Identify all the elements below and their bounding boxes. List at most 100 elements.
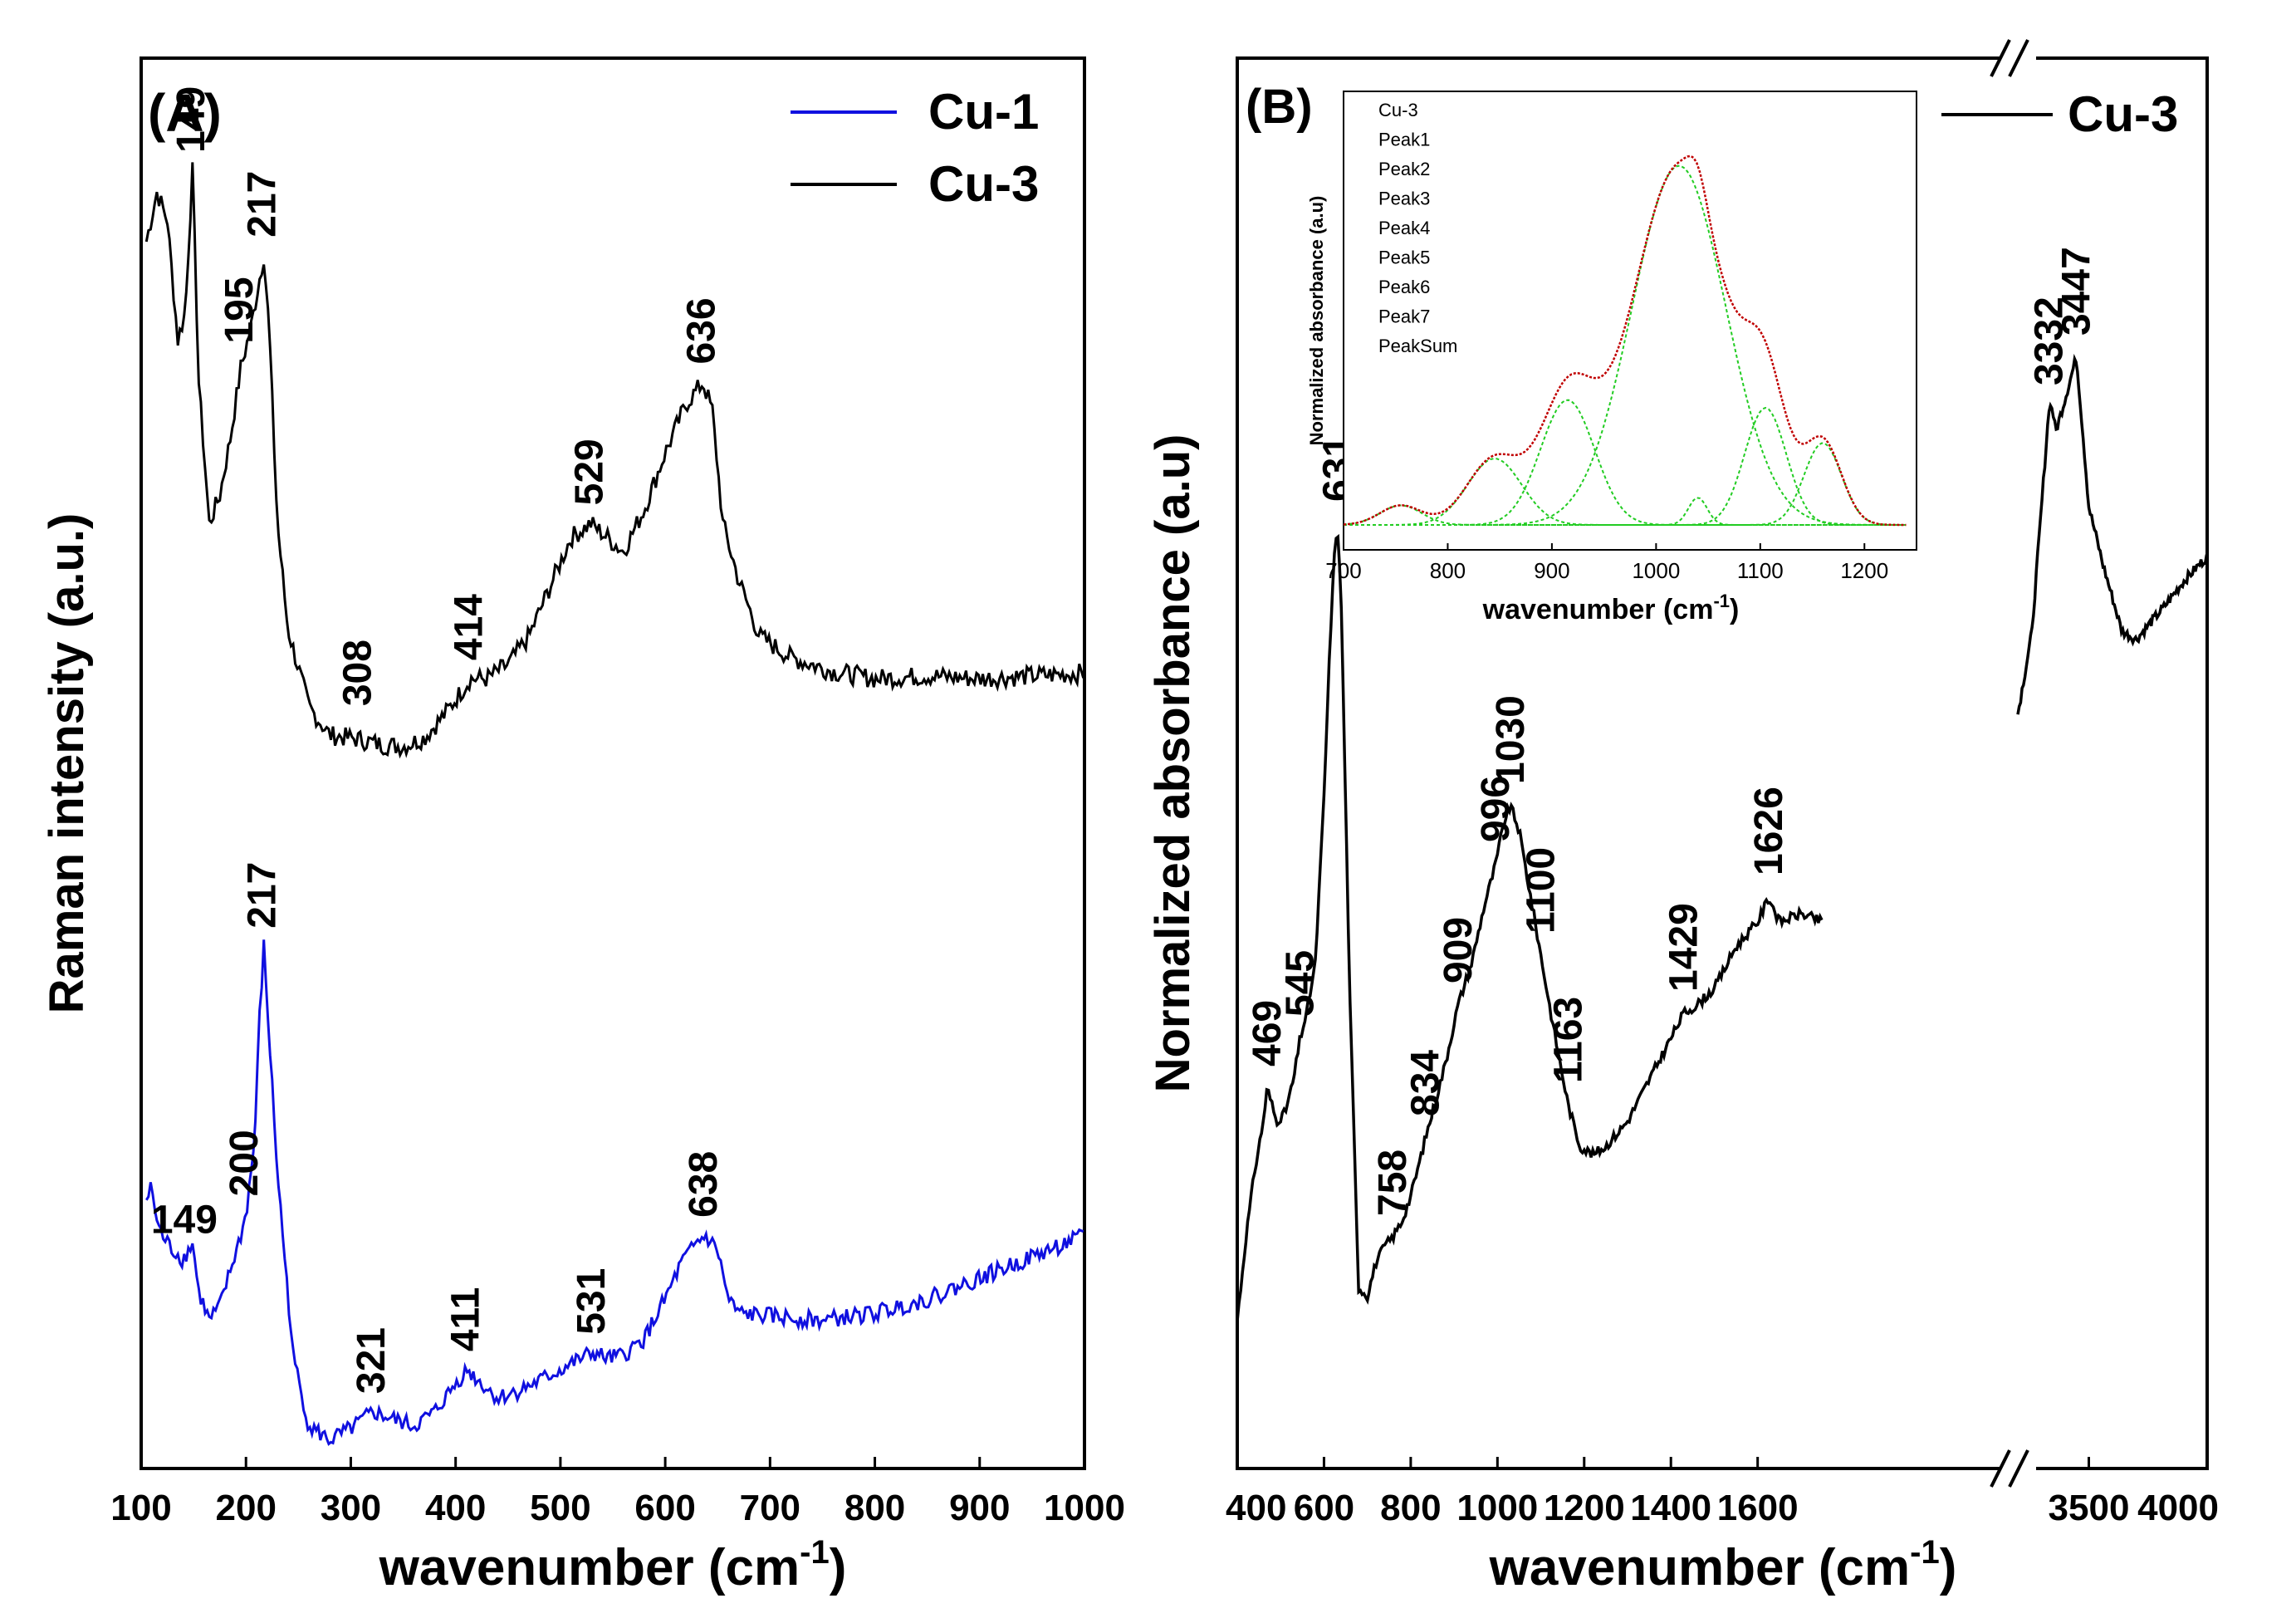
- inset: Cu-3 Peak1 Peak2 Peak3 Peak4 Peak5 Peak6 Peak7 P…: [1306, 91, 1917, 625]
- panel-a-x-axis-label-end: ): [830, 1539, 847, 1596]
- legend-label-b-cu3: Cu-3: [2068, 86, 2178, 142]
- x-tick-label-a-500: 500: [530, 1488, 590, 1528]
- axis-break-mark-bottom-1: [1990, 1449, 2011, 1488]
- x-tick-label-b-3500: 3500: [2049, 1488, 2130, 1528]
- inset-legend-item-4: Peak4: [1378, 218, 1430, 238]
- x-tick-label-b-1400: 1400: [1630, 1488, 1711, 1528]
- x-tick-label-b-1200: 1200: [1544, 1488, 1625, 1528]
- inset-legend-item-8: PeakSum: [1378, 336, 1457, 356]
- panel-a-legend: Cu-1 Cu-3: [791, 84, 1039, 212]
- peak-label-a-1: 195: [218, 277, 262, 343]
- axis-break-mark-top-2: [2008, 39, 2029, 77]
- inset-x-tick-label-1100: 1100: [1737, 558, 1784, 583]
- panel-b-label: (B): [1246, 80, 1313, 134]
- x-tick-label-b-4000: 4000: [2137, 1488, 2219, 1528]
- peak-label-b-4: 834: [1404, 1050, 1448, 1116]
- trace-b-cu3: [1236, 533, 1824, 1321]
- peak-label-a-10: 321: [350, 1327, 394, 1394]
- inset-legend-item-2: Peak2: [1378, 159, 1430, 179]
- inset-peak-1: [1343, 504, 1907, 526]
- peak-label-a-9: 217: [241, 862, 285, 929]
- panel-b-x-axis-label-main: wavenumber (cm: [1489, 1539, 1911, 1596]
- inset-x-tick-label-1200: 1200: [1840, 558, 1888, 583]
- inset-x-axis-label-main: wavenumber (cm: [1482, 594, 1714, 625]
- peak-label-b-8: 1100: [1520, 847, 1564, 934]
- x-tick-label-a-800: 800: [844, 1488, 905, 1528]
- panel-b-x-axis-label-end: ): [1940, 1539, 1957, 1596]
- x-tick-label-b-400: 400: [1226, 1488, 1286, 1528]
- peak-label-a-6: 636: [680, 297, 724, 364]
- peak-label-a-12: 531: [570, 1268, 614, 1335]
- inset-peak-7: [1344, 442, 1907, 526]
- peak-label-b-12: 3332: [2028, 297, 2072, 385]
- inset-legend: Cu-3 Peak1 Peak2 Peak3 Peak4 Peak5 Peak6 Peak7 P…: [1378, 100, 1457, 356]
- x-tick-label-b-600: 600: [1294, 1488, 1354, 1528]
- panel-a-x-axis-label-main: wavenumber (cm: [379, 1539, 800, 1596]
- peak-label-b-0: 469: [1246, 1000, 1290, 1066]
- inset-legend-item-5: Peak5: [1378, 248, 1430, 268]
- panel-b-frame: [1236, 56, 2209, 1470]
- peak-label-a-0: 149: [169, 86, 213, 153]
- inset-legend-item-1: Peak1: [1378, 130, 1430, 150]
- axis-break-mark-top-1: [1990, 39, 2011, 77]
- x-tick-label-a-400: 400: [425, 1488, 486, 1528]
- x-tick-label-b-1600: 1600: [1717, 1488, 1799, 1528]
- panel-b-x-axis-label-sup: -1: [1910, 1534, 1940, 1571]
- inset-x-ticks: 700 800 900 1000 1100 1200: [1325, 543, 1888, 583]
- inset-x-tick-label-1000: 1000: [1632, 558, 1680, 583]
- panel-b: (B) Cu-3 4695456317588349099961030110011…: [1146, 39, 2219, 1596]
- x-tick-label-a-900: 900: [949, 1488, 1010, 1528]
- peak-label-a-3: 308: [336, 640, 380, 706]
- peak-label-a-7: 149: [151, 1198, 218, 1242]
- panel-a: (A) Cu-1 Cu-3 14919521730841452963614920…: [40, 56, 1125, 1596]
- x-tick-label-a-200: 200: [216, 1488, 277, 1528]
- x-tick-label-a-700: 700: [740, 1488, 800, 1528]
- peak-label-b-10: 1429: [1662, 903, 1706, 992]
- panel-b-x-axis-label: wavenumber (cm-1): [1489, 1534, 1957, 1596]
- inset-legend-item-6: Peak6: [1378, 277, 1430, 297]
- trace-cu3: [144, 162, 1085, 759]
- peak-label-b-11: 1626: [1747, 787, 1791, 875]
- peak-label-b-3: 758: [1371, 1150, 1415, 1216]
- inset-traces: [1343, 154, 1907, 527]
- panel-b-peak-labels: 4695456317588349099961030110011631429162…: [1246, 247, 2098, 1216]
- inset-legend-item-3: Peak3: [1378, 189, 1430, 209]
- inset-legend-item-0: Cu-3: [1378, 100, 1418, 120]
- x-tick-label-b-800: 800: [1380, 1488, 1441, 1528]
- peak-label-b-13: 3447: [2054, 247, 2098, 336]
- x-tick-label-a-600: 600: [634, 1488, 695, 1528]
- panel-b-y-axis-label: Normalized absorbance (a.u): [1146, 434, 1200, 1093]
- panel-a-x-axis-label-sup: -1: [800, 1534, 830, 1571]
- peak-label-a-11: 411: [444, 1287, 488, 1351]
- peak-label-b-7: 1030: [1489, 695, 1533, 784]
- inset-x-axis-label: wavenumber (cm-1): [1482, 591, 1740, 625]
- panel-b-traces: [1236, 353, 2209, 1321]
- trace-b-cu3-oh: [2016, 353, 2209, 715]
- peak-label-a-8: 200: [223, 1130, 267, 1196]
- inset-peaksum: [1343, 154, 1907, 527]
- axis-break-mark-bottom-2: [2008, 1449, 2029, 1488]
- trace-cu1: [145, 939, 1084, 1446]
- panel-a-label: (A): [148, 83, 222, 143]
- peak-label-b-1: 545: [1279, 950, 1323, 1017]
- panel-a-traces: [144, 162, 1085, 1446]
- peak-label-a-2: 217: [241, 171, 285, 238]
- inset-legend-item-7: Peak7: [1378, 306, 1430, 327]
- peak-label-b-9: 1163: [1546, 997, 1590, 1083]
- peak-label-a-5: 529: [567, 439, 611, 505]
- inset-x-axis-label-end: ): [1730, 594, 1739, 625]
- peak-label-b-5: 909: [1437, 917, 1481, 983]
- panel-b-x-ticks: 400 600 800 1000 1200 1400 1600 3500 4000: [1226, 1457, 2219, 1528]
- peak-label-b-6: 996: [1474, 776, 1518, 842]
- inset-y-axis-label: Normalized absorbance (a.u): [1306, 196, 1327, 446]
- x-tick-label-b-1000: 1000: [1456, 1488, 1538, 1528]
- legend-label-cu3: Cu-3: [928, 156, 1039, 212]
- inset-x-tick-label-700: 700: [1325, 558, 1361, 583]
- inset-x-axis-label-sup: -1: [1713, 591, 1730, 611]
- peak-label-a-4: 414: [447, 594, 491, 660]
- x-tick-label-a-1000: 1000: [1044, 1488, 1125, 1528]
- peak-label-a-13: 638: [682, 1151, 726, 1218]
- panel-b-legend: Cu-3: [1941, 86, 2178, 142]
- x-tick-label-a-300: 300: [321, 1488, 381, 1528]
